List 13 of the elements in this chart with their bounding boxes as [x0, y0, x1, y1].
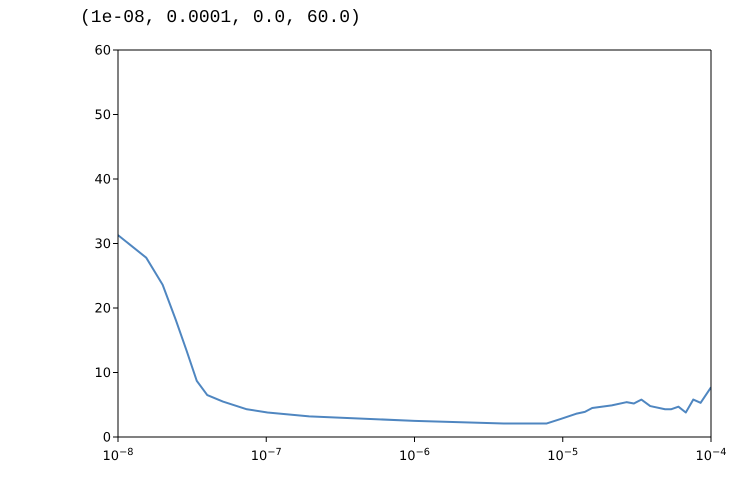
y-tick-label: 40 — [94, 172, 111, 188]
y-tick-label: 10 — [94, 366, 111, 382]
chart-title: (1e-08, 0.0001, 0.0, 60.0) — [80, 8, 362, 30]
x-tick-label: 10$^{−8}$ — [102, 446, 134, 464]
y-tick-label: 0 — [102, 430, 111, 446]
x-tick-label: 10$^{−6}$ — [399, 446, 430, 464]
y-tick-label: 50 — [94, 108, 111, 124]
x-tick-label: 10$^{−4}$ — [696, 446, 726, 464]
y-tick-label: 30 — [94, 237, 111, 252]
y-tick-label: 60 — [94, 44, 111, 59]
y-tick-label: 20 — [94, 302, 111, 317]
x-tick-label: 10$^{−5}$ — [547, 446, 578, 464]
x-tick-label: 10$^{−7}$ — [250, 446, 282, 464]
